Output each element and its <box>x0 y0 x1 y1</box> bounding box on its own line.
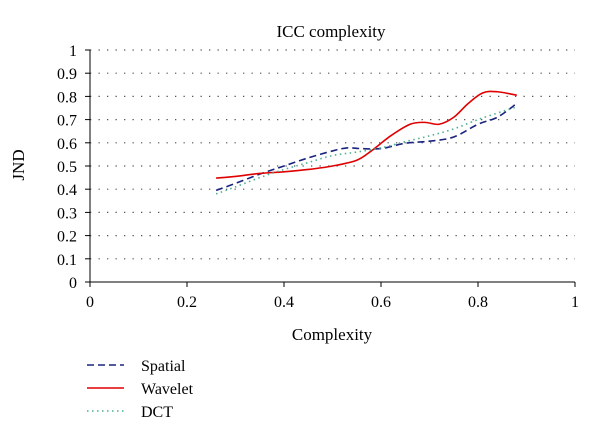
y-tick-label: 0.4 <box>57 182 77 199</box>
series-line-wavelet <box>216 90 517 179</box>
y-tick-label: 0 <box>69 275 77 292</box>
legend-label-wavelet: Wavelet <box>141 381 194 398</box>
y-tick-label: 1 <box>69 43 77 60</box>
y-tick-label: 0.9 <box>57 66 77 83</box>
grid-lines <box>90 49 575 260</box>
chart-title: ICC complexity <box>276 22 386 41</box>
y-tick-label: 0.2 <box>57 229 77 246</box>
x-tick-label: 0 <box>86 294 94 311</box>
series-line-spatial <box>215 102 518 192</box>
y-tick-label: 0.5 <box>57 159 77 176</box>
x-tick-label: 0.4 <box>274 294 294 311</box>
series-line-dct <box>215 106 518 195</box>
y-tick-label: 0.3 <box>57 205 77 222</box>
y-axis-label: JND <box>9 149 28 180</box>
x-tick-label: 0.6 <box>371 294 391 311</box>
y-tick-labels: 0 0.1 0.2 0.3 0.4 0.5 0.6 0.7 0.8 0.9 1 <box>57 43 77 292</box>
y-tick-label: 0.7 <box>57 113 77 130</box>
x-tick-label: 0.8 <box>468 294 488 311</box>
x-tick-label: 1 <box>571 294 579 311</box>
legend: Spatial Wavelet DCT <box>87 358 194 421</box>
legend-label-spatial: Spatial <box>141 358 186 375</box>
x-axis-label: Complexity <box>292 325 373 344</box>
y-tick-label: 0.6 <box>57 136 77 153</box>
legend-label-dct: DCT <box>141 404 173 421</box>
axes <box>85 49 576 287</box>
x-tick-label: 0.2 <box>177 294 197 311</box>
series-lines <box>215 90 518 195</box>
y-tick-label: 0.1 <box>57 252 77 269</box>
x-tick-labels: 0 0.2 0.4 0.6 0.8 1 <box>86 294 579 311</box>
y-tick-label: 0.8 <box>57 89 77 106</box>
